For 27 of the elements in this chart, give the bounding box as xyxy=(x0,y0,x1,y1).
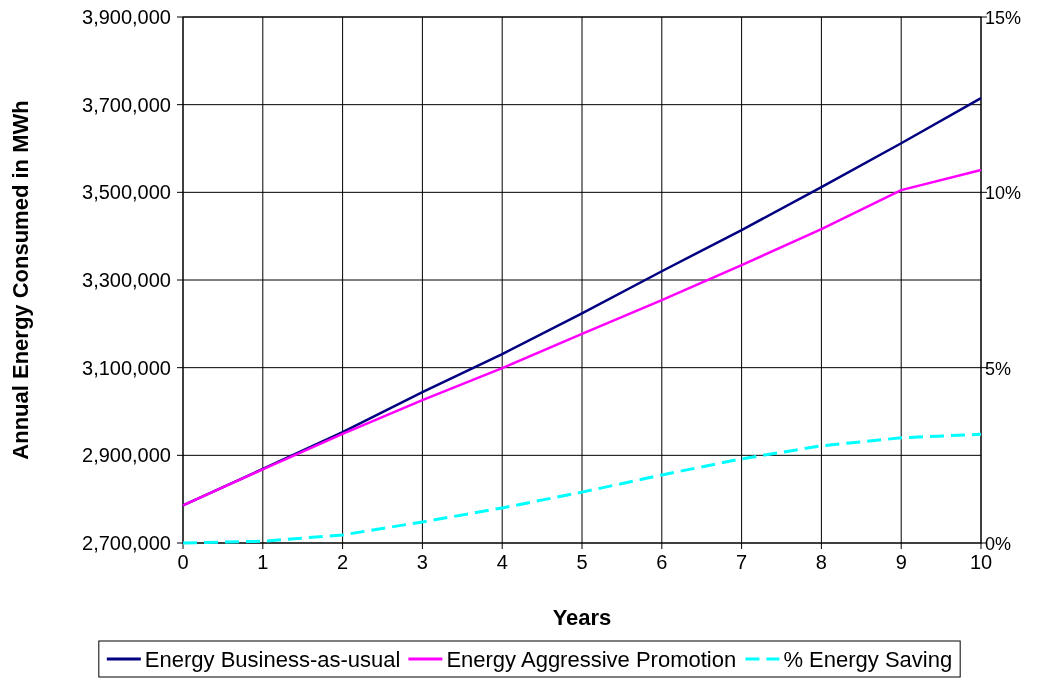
x-tick-label: 0 xyxy=(177,551,189,573)
x-tick-label: 2 xyxy=(337,551,349,573)
legend-label: % Energy Saving xyxy=(783,647,953,672)
x-tick-label: 10 xyxy=(969,551,993,573)
y-tick-label: 3,100,000 xyxy=(82,356,171,379)
x-tick-label: 8 xyxy=(815,551,827,573)
x-tick-label: 9 xyxy=(895,551,907,573)
y-tick-label: 2,900,000 xyxy=(82,444,171,467)
y-tick-label: 3,700,000 xyxy=(82,93,171,116)
y2-tick-label: 10% xyxy=(985,183,1022,204)
x-tick-label: 1 xyxy=(257,551,269,573)
x-tick-label: 7 xyxy=(736,551,748,573)
y-axis-title: Annual Energy Consumed in MWh xyxy=(8,100,33,460)
y2-tick-label: 0% xyxy=(985,534,1012,554)
legend-label: Energy Aggressive Promotion xyxy=(446,647,737,672)
y2-tick-label: 15% xyxy=(985,8,1022,28)
y2-tick-label: 5% xyxy=(985,358,1012,379)
y-tick-label: 3,500,000 xyxy=(82,181,171,204)
y-tick-label: 3,300,000 xyxy=(82,269,171,291)
x-tick-label: 6 xyxy=(656,551,668,573)
legend-label: Energy Business-as-usual xyxy=(144,647,401,672)
y-tick-label: 3,900,000 xyxy=(82,6,171,28)
x-tick-label: 4 xyxy=(496,551,508,573)
x-axis-title: Years xyxy=(552,605,612,630)
y-tick-label: 2,700,000 xyxy=(82,532,171,554)
x-tick-label: 5 xyxy=(576,551,588,573)
x-tick-label: 3 xyxy=(416,551,428,573)
